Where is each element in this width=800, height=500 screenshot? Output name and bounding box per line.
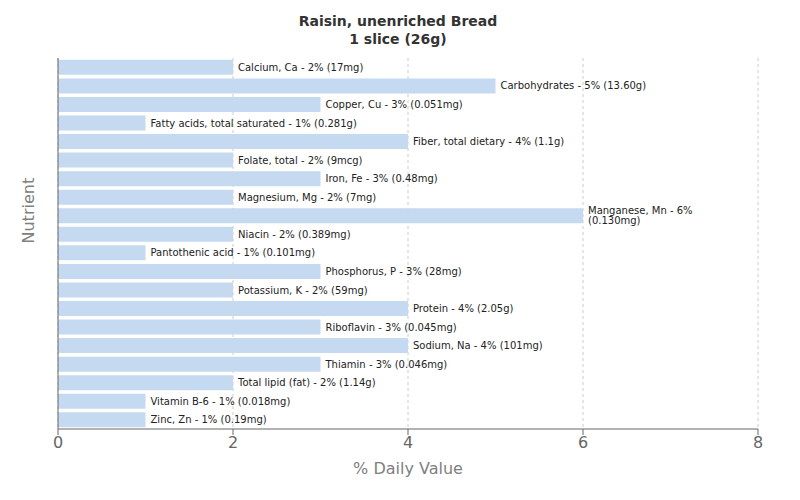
- svg-text:Iron, Fe - 3% (0.48mg): Iron, Fe - 3% (0.48mg): [326, 173, 438, 184]
- svg-text:Potassium, K - 2% (59mg): Potassium, K - 2% (59mg): [238, 285, 368, 296]
- svg-text:Phosphorus, P - 3% (28mg): Phosphorus, P - 3% (28mg): [326, 266, 462, 277]
- svg-text:Sodium, Na - 4% (101mg): Sodium, Na - 4% (101mg): [413, 340, 543, 351]
- svg-text:Zinc, Zn - 1% (0.19mg): Zinc, Zn - 1% (0.19mg): [151, 414, 267, 425]
- svg-text:Carbohydrates - 5% (13.60g): Carbohydrates - 5% (13.60g): [501, 80, 647, 91]
- svg-text:8: 8: [753, 433, 763, 452]
- svg-text:Niacin - 2% (0.389mg): Niacin - 2% (0.389mg): [238, 229, 351, 240]
- svg-text:2: 2: [228, 433, 238, 452]
- svg-text:Nutrient: Nutrient: [19, 178, 38, 244]
- svg-text:Total lipid (fat) - 2% (1.14g): Total lipid (fat) - 2% (1.14g): [237, 377, 376, 388]
- svg-text:Manganese, Mn - 6%(0.130mg): Manganese, Mn - 6%(0.130mg): [588, 205, 693, 226]
- svg-text:Calcium, Ca - 2% (17mg): Calcium, Ca - 2% (17mg): [238, 62, 363, 73]
- html-text:1 slice (26g): 1 slice (26g): [349, 31, 447, 47]
- svg-text:Riboflavin - 3% (0.045mg): Riboflavin - 3% (0.045mg): [326, 322, 457, 333]
- svg-text:4: 4: [403, 433, 413, 452]
- svg-text:Folate, total - 2% (9mcg): Folate, total - 2% (9mcg): [238, 155, 363, 166]
- svg-text:Pantothenic acid - 1% (0.101mg: Pantothenic acid - 1% (0.101mg): [151, 247, 316, 258]
- html-text:Raisin, unenriched Bread: Raisin, unenriched Bread: [298, 13, 498, 29]
- svg-text:Thiamin - 3% (0.046mg): Thiamin - 3% (0.046mg): [325, 359, 448, 370]
- svg-text:Protein - 4% (2.05g): Protein - 4% (2.05g): [413, 303, 514, 314]
- svg-text:0: 0: [53, 433, 63, 452]
- svg-text:Copper, Cu - 3% (0.051mg): Copper, Cu - 3% (0.051mg): [326, 99, 463, 110]
- svg-text:Fiber, total dietary - 4% (1.1: Fiber, total dietary - 4% (1.1g): [413, 136, 564, 147]
- svg-text:6: 6: [578, 433, 588, 452]
- svg-text:Vitamin B-6 - 1% (0.018mg): Vitamin B-6 - 1% (0.018mg): [151, 396, 291, 407]
- svg-text:Magnesium, Mg - 2% (7mg): Magnesium, Mg - 2% (7mg): [238, 192, 376, 203]
- svg-text:Fatty acids, total saturated -: Fatty acids, total saturated - 1% (0.281…: [151, 118, 357, 129]
- svg-text:% Daily Value: % Daily Value: [353, 459, 463, 478]
